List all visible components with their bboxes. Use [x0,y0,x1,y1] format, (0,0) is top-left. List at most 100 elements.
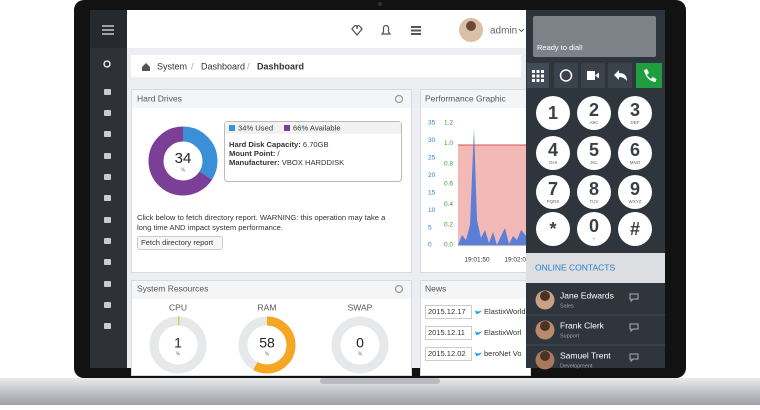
gauge-unit: % [176,351,181,357]
y-tick-label: 0 [428,242,432,249]
dial-key[interactable] [577,136,611,170]
legend-swatch [284,125,290,131]
panel-header [132,281,411,299]
user-name[interactable]: admin [490,26,517,37]
fetch-button[interactable] [137,236,223,250]
nav-icon[interactable] [104,110,111,116]
chat-icon[interactable] [629,323,639,333]
gauge-track [331,316,389,374]
dial-key[interactable] [536,212,570,246]
history-tab[interactable] [554,63,578,88]
transfer-icon [614,70,627,81]
breadcrumb-item[interactable]: Dashboard [201,61,245,71]
dial-key[interactable] [536,175,570,209]
news-date-box [425,347,472,361]
nav-icon[interactable] [104,195,111,201]
dial-letters: TUV [590,199,599,204]
panel-title: Hard Drives [137,93,182,103]
contact-name[interactable]: Samuel Trent [560,350,611,360]
x-tick-label: 19:01:50 [464,257,490,264]
list-icon[interactable] [411,26,421,35]
twitter-icon [475,352,482,356]
camera [378,2,382,6]
dial-key[interactable] [618,96,652,130]
call-button[interactable] [636,63,662,88]
nav-icon[interactable] [104,238,111,244]
contact-avatar-hair [540,351,550,361]
dial-key[interactable] [536,136,570,170]
nav-icon[interactable] [104,89,111,95]
breadcrumb-item[interactable]: System [157,61,187,71]
refresh-icon[interactable] [394,284,404,294]
contact-name[interactable]: Frank Clerk [560,320,605,330]
contact-role: Development [560,363,593,369]
dial-digit: 7 [548,179,558,199]
news-text[interactable]: beroNet Vo [484,349,522,358]
menu-icon [102,25,114,35]
gauge-label: CPU [169,302,187,312]
dial-key[interactable] [618,212,652,246]
gauge-label: RAM [258,302,277,312]
dial-key[interactable] [577,96,611,130]
nav-icon[interactable] [104,281,111,287]
panel-title: System Resources [137,283,208,293]
chat-icon[interactable] [629,293,639,303]
panel-header [421,90,530,108]
dial-key[interactable] [577,175,611,209]
gauge-arc [238,316,296,374]
detail-value: VBOX HARDDISK [282,158,344,167]
panel-title: News [425,283,446,293]
dial-letters: WXYZ [629,199,642,204]
nav-icon[interactable] [104,217,111,223]
dial-letters: MNO [630,160,641,165]
detail-label: Hard Disk Capacity: [229,140,301,149]
nav-icon[interactable] [104,302,111,308]
y-tick-label: 10 [428,207,436,214]
search-icon[interactable] [103,60,111,68]
news-text[interactable]: ElastixWorld [484,307,526,316]
dial-digit: 5 [589,140,599,160]
news-text[interactable]: ElastixWorl [484,328,522,337]
history-icon [559,69,573,82]
breadcrumb-current: Dashboard [257,61,304,71]
sidebar [90,10,127,368]
contact-name[interactable]: Jane Edwards [560,290,614,300]
laptop-notch [320,378,440,384]
y2-tick-label: 1.0 [444,140,453,147]
home-icon[interactable] [142,63,150,71]
gauges: CPU 1% RAM 58% SWAP 0% [149,302,389,374]
dial-key[interactable] [536,96,570,130]
refresh-icon[interactable] [394,94,404,104]
notification-icon[interactable] [380,24,392,35]
load-area [458,145,528,245]
dial-letters: ABC [589,120,599,125]
fetch-button-label[interactable]: Fetch directory report [141,238,214,247]
nav-icon[interactable] [104,174,111,180]
dial-digit: 1 [548,103,558,123]
gauge-value: 58 [259,335,275,351]
performance-axes: 35 30 25 20 15 10 5 0 1.2 1.0 0.8 0.6 0.4 0.2 0.0 19:01… [428,120,530,264]
contact-role: Sales [560,303,574,309]
dial-digit: 8 [589,179,599,199]
dial-letters: JKL [590,160,598,165]
detail-value: / [278,149,281,158]
news-date-box [425,305,472,319]
chat-icon[interactable] [629,353,639,363]
user-caret [518,28,525,33]
dial-key[interactable] [577,212,611,246]
y2-tick-label: 0.4 [444,201,453,208]
news-date: 2015.12.11 [428,328,465,337]
health-icon[interactable] [351,24,363,37]
nav-icon[interactable] [104,259,111,265]
nav-icon[interactable] [104,131,111,137]
menu-button[interactable] [90,10,127,48]
nav-icon[interactable] [104,153,111,159]
dial-key[interactable] [618,175,652,209]
donut-unit: % [181,167,186,173]
y2-tick-label: 1.2 [444,120,453,127]
nav-icon[interactable] [104,323,111,329]
news-date-box [425,326,472,340]
dial-key[interactable] [618,136,652,170]
